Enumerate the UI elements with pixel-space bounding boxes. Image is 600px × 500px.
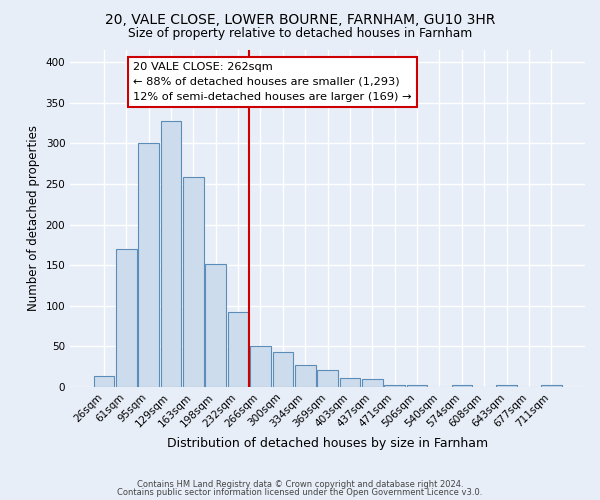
Bar: [362, 379, 383, 387]
Text: Size of property relative to detached houses in Farnham: Size of property relative to detached ho…: [128, 28, 472, 40]
Bar: [205, 264, 226, 387]
Bar: [139, 144, 159, 387]
Bar: [183, 176, 203, 387]
Bar: [496, 386, 517, 387]
Text: 20 VALE CLOSE: 262sqm
← 88% of detached houses are smaller (1,293)
12% of semi-d: 20 VALE CLOSE: 262sqm ← 88% of detached …: [133, 62, 412, 102]
Text: Contains HM Land Registry data © Crown copyright and database right 2024.: Contains HM Land Registry data © Crown c…: [137, 480, 463, 489]
Bar: [161, 122, 181, 387]
Bar: [407, 384, 427, 387]
Bar: [295, 365, 316, 387]
Bar: [228, 312, 248, 387]
Bar: [317, 370, 338, 387]
Bar: [94, 376, 114, 387]
Bar: [541, 386, 562, 387]
Y-axis label: Number of detached properties: Number of detached properties: [27, 126, 40, 312]
Bar: [385, 386, 405, 387]
Bar: [340, 378, 360, 387]
Text: 20, VALE CLOSE, LOWER BOURNE, FARNHAM, GU10 3HR: 20, VALE CLOSE, LOWER BOURNE, FARNHAM, G…: [105, 12, 495, 26]
X-axis label: Distribution of detached houses by size in Farnham: Distribution of detached houses by size …: [167, 437, 488, 450]
Bar: [116, 249, 137, 387]
Text: Contains public sector information licensed under the Open Government Licence v3: Contains public sector information licen…: [118, 488, 482, 497]
Bar: [452, 386, 472, 387]
Bar: [250, 346, 271, 387]
Bar: [272, 352, 293, 387]
